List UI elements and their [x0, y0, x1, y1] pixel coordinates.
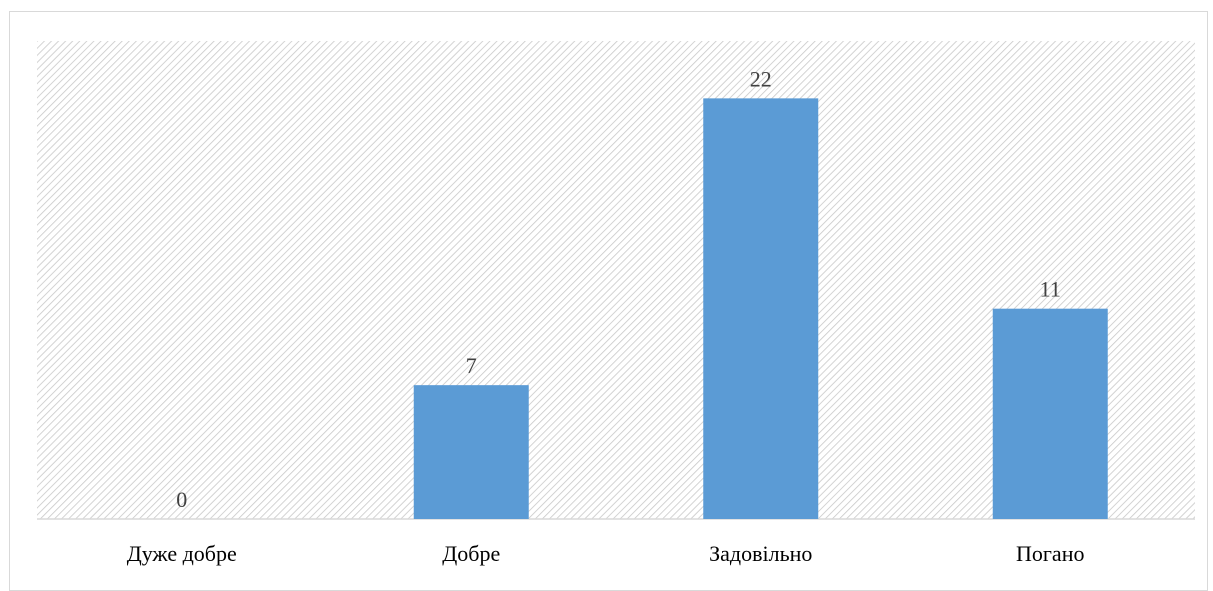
category-label-3: Погано — [1016, 541, 1084, 566]
bars-layer — [413, 98, 1108, 520]
data-label-2: 22 — [750, 66, 772, 91]
bar-1 — [413, 385, 529, 519]
category-label-0: Дуже добре — [127, 541, 237, 566]
category-labels-layer: Дуже добре Добре Задовільно Погано — [127, 541, 1085, 566]
bar-chart: 0 7 22 11 Дуже добре Добре Задовільно Погано — [37, 41, 1195, 566]
bar-2 — [703, 98, 819, 520]
category-label-1: Добре — [442, 541, 500, 566]
bar-3 — [992, 308, 1108, 519]
data-label-0: 0 — [176, 487, 187, 512]
category-label-2: Задовільно — [709, 541, 812, 566]
value-labels-layer: 0 7 22 11 — [176, 66, 1061, 512]
data-label-1: 7 — [466, 353, 477, 378]
data-label-3: 11 — [1040, 277, 1061, 302]
